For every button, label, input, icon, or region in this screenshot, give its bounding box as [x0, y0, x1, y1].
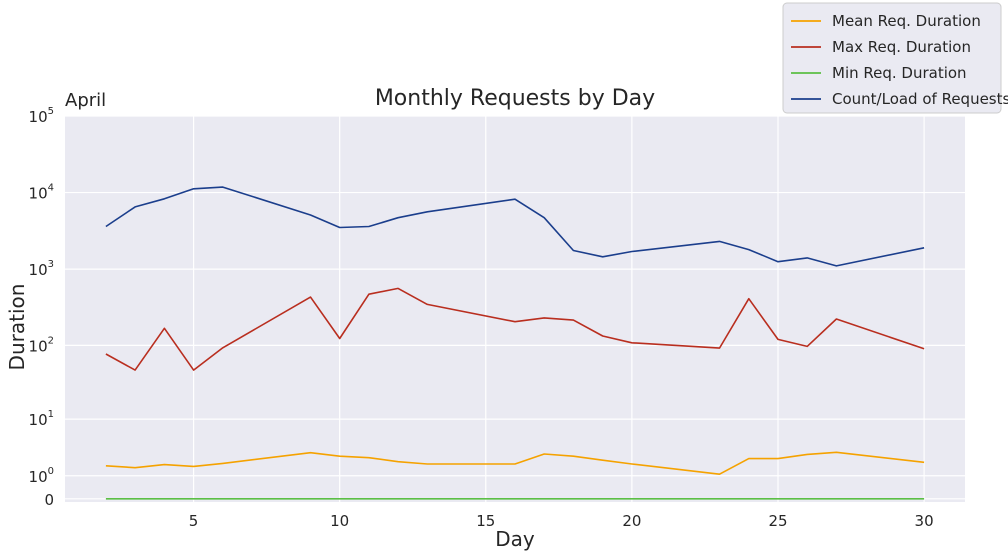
y-tick-label: 104: [29, 183, 54, 203]
y-tick-label: 101: [29, 409, 54, 429]
y-axis-label: Duration: [5, 284, 29, 371]
legend-label-min-req-duration: Min Req. Duration: [832, 64, 967, 82]
series-lines: [105, 186, 925, 500]
x-axis-label: Day: [495, 527, 535, 551]
month-label: April: [65, 90, 106, 111]
y-tick-label: 100: [29, 466, 54, 486]
series-line-count-load-of-requests: [105, 186, 925, 267]
x-tick-labels: 5 10 15 20 25 30: [189, 512, 934, 530]
legend: Mean Req. Duration Max Req. Duration Min R…: [782, 2, 1008, 114]
x-tick-label: 10: [330, 512, 349, 530]
x-tick-label: 30: [915, 512, 934, 530]
x-tick-label: 5: [189, 512, 199, 530]
legend-label-count-load-of-requests: Count/Load of Requests: [832, 90, 1008, 108]
legend-label-mean-req-duration: Mean Req. Duration: [832, 12, 981, 30]
chart-title: Monthly Requests by Day: [375, 86, 655, 111]
y-tick-label: 0: [44, 491, 54, 509]
legend-label-max-req-duration: Max Req. Duration: [832, 38, 971, 56]
y-tick-label: 105: [29, 106, 54, 126]
y-tick-label: 103: [29, 259, 54, 279]
y-tick-label: 102: [29, 335, 54, 355]
legend-box: [782, 2, 1002, 114]
x-tick-label: 20: [622, 512, 641, 530]
x-tick-label: 15: [476, 512, 495, 530]
y-tick-labels: 0 100 101 102 103 104 105: [29, 106, 54, 509]
x-tick-label: 25: [768, 512, 787, 530]
plot-area: [65, 116, 965, 502]
series-line-mean-req-duration: [105, 451, 925, 476]
series-line-max-req-duration: [105, 287, 925, 371]
